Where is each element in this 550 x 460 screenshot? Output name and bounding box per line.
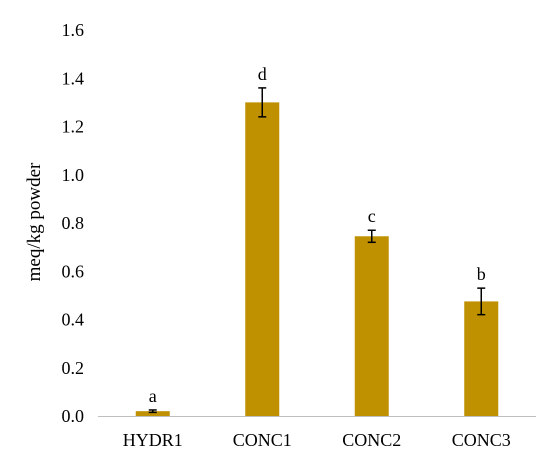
bar-conc2	[354, 236, 389, 416]
y-tick-label: 1.4	[62, 68, 85, 88]
x-axis-labels: HYDR1 CONC1 CONC2 CONC3	[123, 430, 511, 450]
x-tick-label: CONC1	[233, 430, 292, 450]
y-axis-title: meq/kg powder	[24, 162, 45, 281]
error-bars-group	[148, 87, 486, 414]
error-bar	[477, 287, 486, 316]
y-tick-label: 0.2	[62, 358, 85, 378]
significance-label: d	[258, 64, 267, 84]
error-bar	[258, 87, 267, 118]
significance-label: a	[149, 386, 157, 406]
y-axis-ticks: 0.0 0.2 0.4 0.6 0.8 1.0 1.2 1.4 1.6	[62, 20, 85, 426]
y-tick-label: 0.4	[62, 310, 85, 330]
y-tick-label: 1.0	[62, 165, 85, 185]
bar-hydr1	[135, 411, 170, 416]
significance-label: c	[368, 206, 376, 226]
y-tick-label: 1.6	[62, 20, 85, 40]
x-tick-label: CONC2	[342, 430, 401, 450]
bar-conc3	[464, 301, 499, 416]
y-tick-label: 0.8	[62, 213, 85, 233]
significance-labels-group: a d c b	[149, 64, 486, 406]
y-tick-label: 0.0	[62, 406, 85, 426]
error-bar	[367, 229, 376, 244]
error-bar	[148, 409, 157, 414]
x-tick-label: HYDR1	[123, 430, 183, 450]
bars-group	[135, 102, 499, 416]
bar-conc1	[245, 102, 280, 416]
significance-label: b	[477, 264, 486, 284]
y-tick-label: 1.2	[62, 117, 85, 137]
y-tick-label: 0.6	[62, 261, 85, 281]
x-tick-label: CONC3	[452, 430, 511, 450]
